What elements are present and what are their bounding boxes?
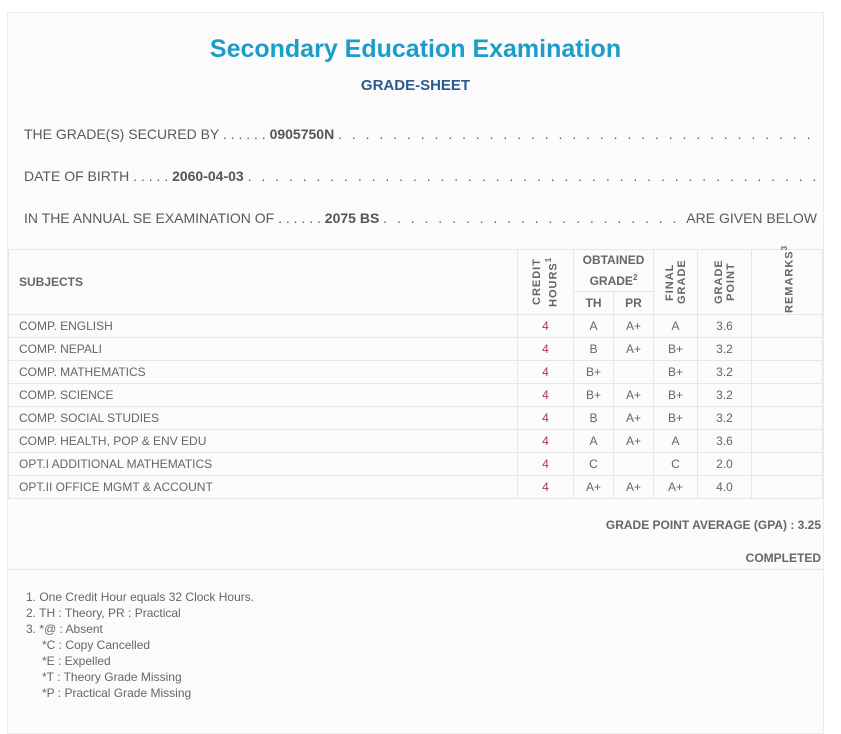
exam-line: IN THE ANNUAL SE EXAMINATION OF . . . . … bbox=[24, 210, 817, 226]
header-grade-point: GRADE POINT bbox=[697, 249, 752, 315]
exam-title: Secondary Education Examination bbox=[209, 35, 622, 63]
practical-grade-cell: A+ bbox=[613, 429, 654, 453]
practical-grade-cell: A+ bbox=[613, 475, 654, 499]
final-grade-cell: A+ bbox=[653, 475, 698, 499]
credit-cell: 4 bbox=[517, 314, 574, 338]
subject-cell: COMP. SOCIAL STUDIES bbox=[8, 406, 518, 430]
final-grade-cell: C bbox=[653, 452, 698, 476]
remarks-cell bbox=[751, 314, 823, 338]
table-row: COMP. HEALTH, POP & ENV EDU 4 A A+ A 3.6 bbox=[8, 429, 823, 453]
final-grade-cell: B+ bbox=[653, 383, 698, 407]
grade-point-cell: 2.0 bbox=[697, 452, 752, 476]
remarks-cell bbox=[751, 406, 823, 430]
grade-point-cell: 4.0 bbox=[697, 475, 752, 499]
table-row: COMP. SOCIAL STUDIES 4 B A+ B+ 3.2 bbox=[8, 406, 823, 430]
subject-cell: COMP. ENGLISH bbox=[8, 314, 518, 338]
remarks-cell bbox=[751, 360, 823, 384]
grade-point-cell: 3.2 bbox=[697, 337, 752, 361]
final-grade-cell: B+ bbox=[653, 337, 698, 361]
dob-line: DATE OF BIRTH . . . . . 2060-04-03 . . .… bbox=[24, 168, 817, 184]
table-row: COMP. ENGLISH 4 A A+ A 3.6 bbox=[8, 314, 823, 338]
practical-grade-cell bbox=[613, 452, 654, 476]
result-status: COMPLETED bbox=[745, 551, 821, 565]
credit-cell: 4 bbox=[517, 452, 574, 476]
subject-cell: COMP. HEALTH, POP & ENV EDU bbox=[8, 429, 518, 453]
theory-grade-cell: B+ bbox=[573, 383, 614, 407]
remark-code: *C : Copy Cancelled bbox=[42, 638, 151, 652]
dob-label: DATE OF BIRTH . . . . . bbox=[24, 168, 169, 184]
remark-code: *E : Expelled bbox=[42, 654, 111, 668]
dob-value: 2060-04-03 bbox=[172, 168, 244, 184]
credit-cell: 4 bbox=[517, 475, 574, 499]
grades-table: SUBJECTS CREDIT HOURS1 OBTAINED GRADE2 F… bbox=[8, 245, 823, 499]
remark-code: *P : Practical Grade Missing bbox=[42, 686, 192, 700]
grade-sheet: Secondary Education Examination GRADE-SH… bbox=[7, 12, 824, 734]
subject-cell: OPT.II OFFICE MGMT & ACCOUNT bbox=[8, 475, 518, 499]
grade-point-cell: 3.2 bbox=[697, 406, 752, 430]
remarks-cell bbox=[751, 429, 823, 453]
subject-cell: COMP. NEPALI bbox=[8, 337, 518, 361]
credit-cell: 4 bbox=[517, 383, 574, 407]
final-grade-cell: A bbox=[653, 429, 698, 453]
note: 2. TH : Theory, PR : Practical bbox=[26, 606, 181, 620]
header-pr: PR bbox=[613, 291, 654, 315]
table-row: OPT.I ADDITIONAL MATHEMATICS 4 C C 2.0 bbox=[8, 452, 823, 476]
remarks-cell bbox=[751, 337, 823, 361]
subject-cell: COMP. MATHEMATICS bbox=[8, 360, 518, 384]
theory-grade-cell: A bbox=[573, 429, 614, 453]
table-row: COMP. MATHEMATICS 4 B+ B+ 3.2 bbox=[8, 360, 823, 384]
theory-grade-cell: B bbox=[573, 337, 614, 361]
practical-grade-cell: A+ bbox=[613, 337, 654, 361]
header-credit-hours: CREDIT HOURS1 bbox=[517, 249, 574, 315]
practical-grade-cell: A+ bbox=[613, 314, 654, 338]
secured-by-line: THE GRADE(S) SECURED BY . . . . . . 0905… bbox=[24, 126, 817, 142]
given-below: ARE GIVEN BELOW bbox=[686, 210, 817, 226]
practical-grade-cell: A+ bbox=[613, 383, 654, 407]
note: 1. One Credit Hour equals 32 Clock Hours… bbox=[26, 590, 255, 604]
header-remarks: REMARKS3 bbox=[751, 245, 823, 315]
credit-cell: 4 bbox=[517, 337, 574, 361]
grade-point-cell: 3.6 bbox=[697, 429, 752, 453]
theory-grade-cell: C bbox=[573, 452, 614, 476]
grade-point-cell: 3.6 bbox=[697, 314, 752, 338]
remarks-cell bbox=[751, 452, 823, 476]
header-obtained-grade: OBTAINED GRADE2 bbox=[573, 249, 654, 292]
theory-grade-cell: A bbox=[573, 314, 614, 338]
header-subjects: SUBJECTS bbox=[8, 249, 518, 315]
final-grade-cell: B+ bbox=[653, 360, 698, 384]
grade-point-cell: 3.2 bbox=[697, 383, 752, 407]
practical-grade-cell: A+ bbox=[613, 406, 654, 430]
subject-cell: OPT.I ADDITIONAL MATHEMATICS bbox=[8, 452, 518, 476]
practical-grade-cell bbox=[613, 360, 654, 384]
secured-label: THE GRADE(S) SECURED BY . . . . . . bbox=[24, 126, 266, 142]
grade-point-cell: 3.2 bbox=[697, 360, 752, 384]
table-row: COMP. SCIENCE 4 B+ A+ B+ 3.2 bbox=[8, 383, 823, 407]
remarks-cell bbox=[751, 383, 823, 407]
table-row: OPT.II OFFICE MGMT & ACCOUNT 4 A+ A+ A+ 4.0 bbox=[8, 475, 823, 499]
sheet-subtitle: GRADE-SHEET bbox=[360, 77, 471, 94]
credit-cell: 4 bbox=[517, 360, 574, 384]
credit-cell: 4 bbox=[517, 429, 574, 453]
theory-grade-cell: A+ bbox=[573, 475, 614, 499]
header-final-grade: FINAL GRADE bbox=[653, 249, 698, 315]
gpa: GRADE POINT AVERAGE (GPA) : 3.25 bbox=[605, 518, 821, 532]
symbol-number: 0905750N bbox=[269, 126, 335, 142]
header-th: TH bbox=[573, 291, 614, 315]
exam-label: IN THE ANNUAL SE EXAMINATION OF . . . . … bbox=[24, 210, 321, 226]
divider bbox=[8, 569, 823, 570]
final-grade-cell: B+ bbox=[653, 406, 698, 430]
credit-cell: 4 bbox=[517, 406, 574, 430]
remark-code: *T : Theory Grade Missing bbox=[42, 670, 182, 684]
theory-grade-cell: B+ bbox=[573, 360, 614, 384]
table-row: COMP. NEPALI 4 B A+ B+ 3.2 bbox=[8, 337, 823, 361]
subject-cell: COMP. SCIENCE bbox=[8, 383, 518, 407]
note: 3. *@ : Absent bbox=[26, 622, 103, 636]
theory-grade-cell: B bbox=[573, 406, 614, 430]
remarks-cell bbox=[751, 475, 823, 499]
footnotes: 1. One Credit Hour equals 32 Clock Hours… bbox=[26, 589, 254, 701]
final-grade-cell: A bbox=[653, 314, 698, 338]
exam-year: 2075 BS bbox=[324, 210, 380, 226]
